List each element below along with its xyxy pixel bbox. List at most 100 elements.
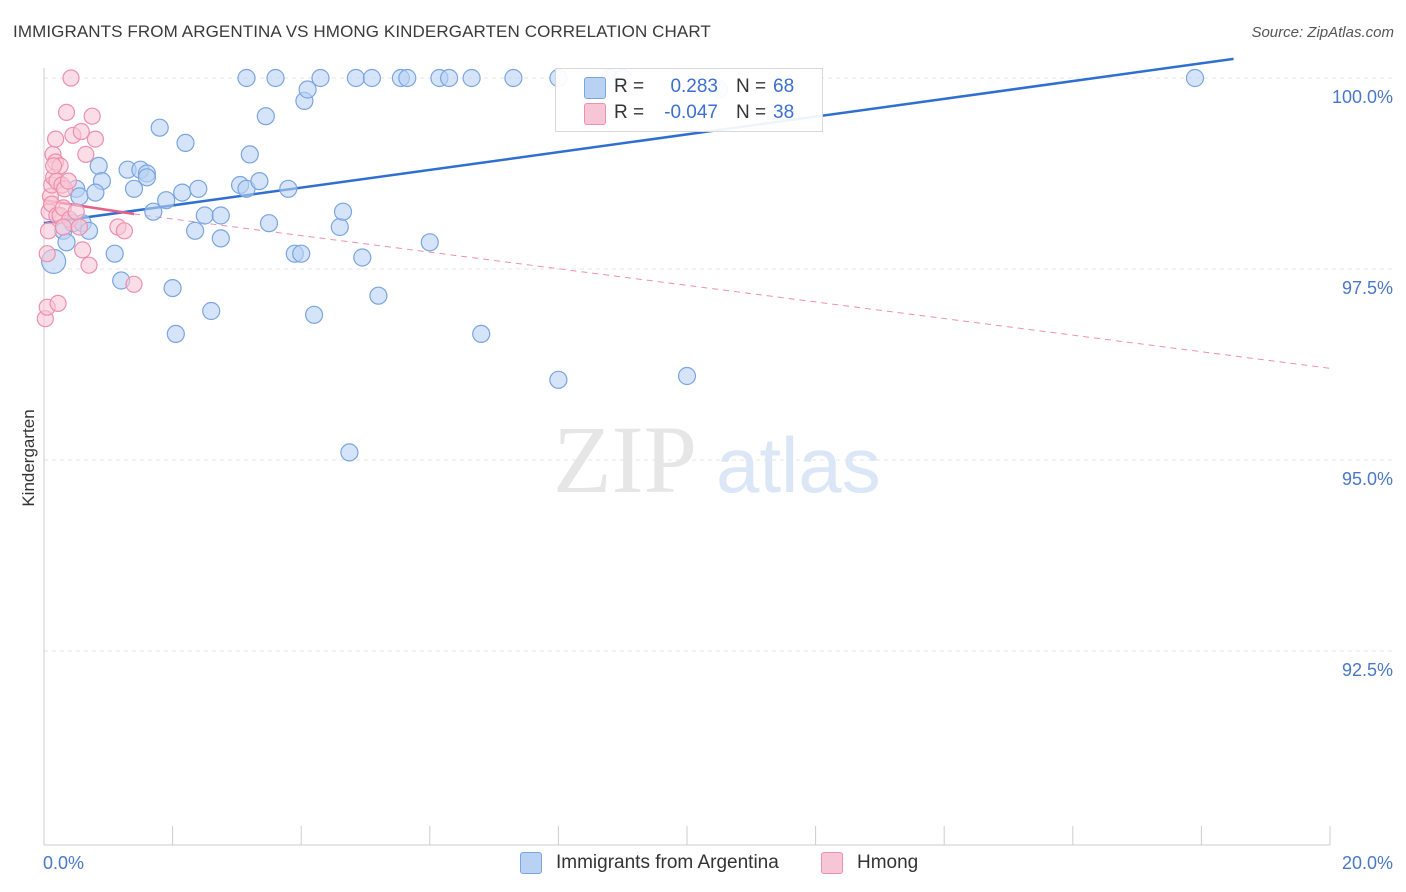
- point-hmong: [70, 218, 89, 236]
- point-argentina: [250, 172, 269, 191]
- legend-n-label: N =: [736, 102, 767, 123]
- point-argentina: [259, 214, 279, 233]
- legend: R = 0.283 N = 68 R = -0.047 N = 38: [555, 68, 823, 132]
- source-label: Source: ZipAtlas.com: [1251, 24, 1394, 41]
- point-argentina: [549, 370, 568, 389]
- point-hmong: [44, 157, 63, 175]
- point-argentina: [124, 179, 144, 198]
- point-argentina: [105, 244, 124, 263]
- point-argentina: [1185, 68, 1205, 88]
- point-hmong: [57, 103, 76, 122]
- bottom-legend-hmong[interactable]: Hmong: [821, 852, 918, 874]
- point-hmong: [86, 130, 105, 148]
- bottom-legend-label-hmong: Hmong: [857, 852, 919, 873]
- bottom-legend-swatch-argentina: [520, 852, 542, 874]
- point-argentina: [89, 156, 108, 175]
- point-argentina: [333, 202, 353, 221]
- point-hmong: [39, 222, 58, 240]
- legend-swatch-argentina: [584, 77, 606, 99]
- point-hmong: [125, 275, 143, 293]
- point-argentina: [189, 179, 208, 198]
- point-argentina: [279, 179, 298, 198]
- point-argentina: [202, 301, 221, 321]
- point-hmong: [67, 203, 85, 221]
- point-hmong: [77, 145, 95, 163]
- y-tick-label: 95.0%: [1342, 469, 1393, 489]
- point-argentina: [266, 68, 285, 88]
- point-argentina: [176, 133, 195, 152]
- y-tick-label: 97.5%: [1342, 278, 1393, 298]
- legend-row-argentina: R = 0.283 N = 68: [556, 74, 822, 100]
- legend-n-value: 68: [773, 76, 795, 97]
- y-tick-label: 92.5%: [1342, 660, 1393, 680]
- point-argentina: [292, 244, 311, 263]
- bottom-legend: Immigrants from Argentina Hmong: [0, 852, 1406, 878]
- point-argentina: [398, 68, 417, 88]
- point-argentina: [86, 183, 105, 202]
- point-argentina: [211, 229, 230, 248]
- point-argentina: [420, 233, 439, 252]
- point-argentina: [440, 68, 459, 88]
- bottom-legend-label-argentina: Immigrants from Argentina: [556, 852, 779, 873]
- point-hmong: [73, 241, 92, 259]
- point-argentina: [70, 187, 89, 206]
- legend-r-label: R =: [614, 76, 645, 97]
- legend-r-value: -0.047: [664, 102, 718, 123]
- point-hmong: [115, 222, 134, 240]
- point-argentina: [362, 68, 381, 88]
- point-argentina: [240, 145, 259, 164]
- point-argentina: [256, 107, 275, 126]
- point-argentina: [340, 443, 359, 462]
- point-argentina: [237, 68, 256, 88]
- point-argentina: [369, 286, 388, 305]
- bottom-legend-argentina[interactable]: Immigrants from Argentina: [520, 852, 779, 874]
- watermark-zip: ZIP: [553, 406, 697, 513]
- legend-r-value: 0.283: [670, 76, 718, 97]
- point-argentina: [137, 168, 156, 187]
- point-argentina: [298, 80, 317, 99]
- point-argentina: [677, 366, 697, 386]
- point-hmong: [49, 294, 67, 312]
- point-argentina: [144, 202, 163, 221]
- grid-layer: [44, 77, 1395, 652]
- point-argentina: [195, 206, 214, 225]
- point-hmong: [59, 172, 78, 190]
- point-argentina: [157, 191, 176, 210]
- trend-line-hmong-extended: [133, 213, 1331, 369]
- legend-r-label: R =: [614, 102, 645, 123]
- point-argentina: [150, 118, 169, 137]
- point-argentina: [305, 305, 324, 324]
- point-argentina: [186, 221, 205, 240]
- legend-n-value: 38: [773, 102, 795, 123]
- point-hmong: [72, 122, 90, 141]
- point-argentina: [211, 206, 230, 225]
- point-hmong: [80, 256, 98, 274]
- legend-n-label: N =: [736, 76, 767, 97]
- point-argentina: [57, 233, 76, 252]
- point-argentina: [311, 68, 330, 88]
- point-argentina: [173, 183, 192, 202]
- watermark-atlas: atlas: [716, 421, 881, 509]
- point-argentina: [353, 248, 372, 267]
- point-argentina: [166, 324, 185, 343]
- point-argentina: [346, 68, 365, 88]
- point-argentina: [504, 68, 523, 88]
- chart-title: IMMIGRANTS FROM ARGENTINA VS HMONG KINDE…: [13, 22, 711, 41]
- y-axis-label: Kindergarten: [19, 409, 38, 506]
- watermark: ZIP atlas: [553, 406, 881, 513]
- point-hmong: [46, 130, 65, 148]
- bottom-legend-swatch-hmong: [821, 852, 843, 874]
- x-tick-label: 20.0%: [1342, 853, 1393, 873]
- point-hmong: [38, 245, 56, 263]
- legend-swatch-hmong: [584, 103, 606, 125]
- point-hmong: [62, 69, 80, 87]
- y-tick-label: 100.0%: [1332, 87, 1393, 107]
- point-hmong: [54, 218, 72, 236]
- point-argentina: [330, 217, 349, 237]
- x-tick-label: 0.0%: [43, 853, 84, 873]
- point-hmong: [83, 107, 101, 125]
- point-argentina: [163, 279, 182, 298]
- legend-row-hmong: R = -0.047 N = 38: [556, 100, 822, 126]
- point-argentina: [472, 324, 491, 343]
